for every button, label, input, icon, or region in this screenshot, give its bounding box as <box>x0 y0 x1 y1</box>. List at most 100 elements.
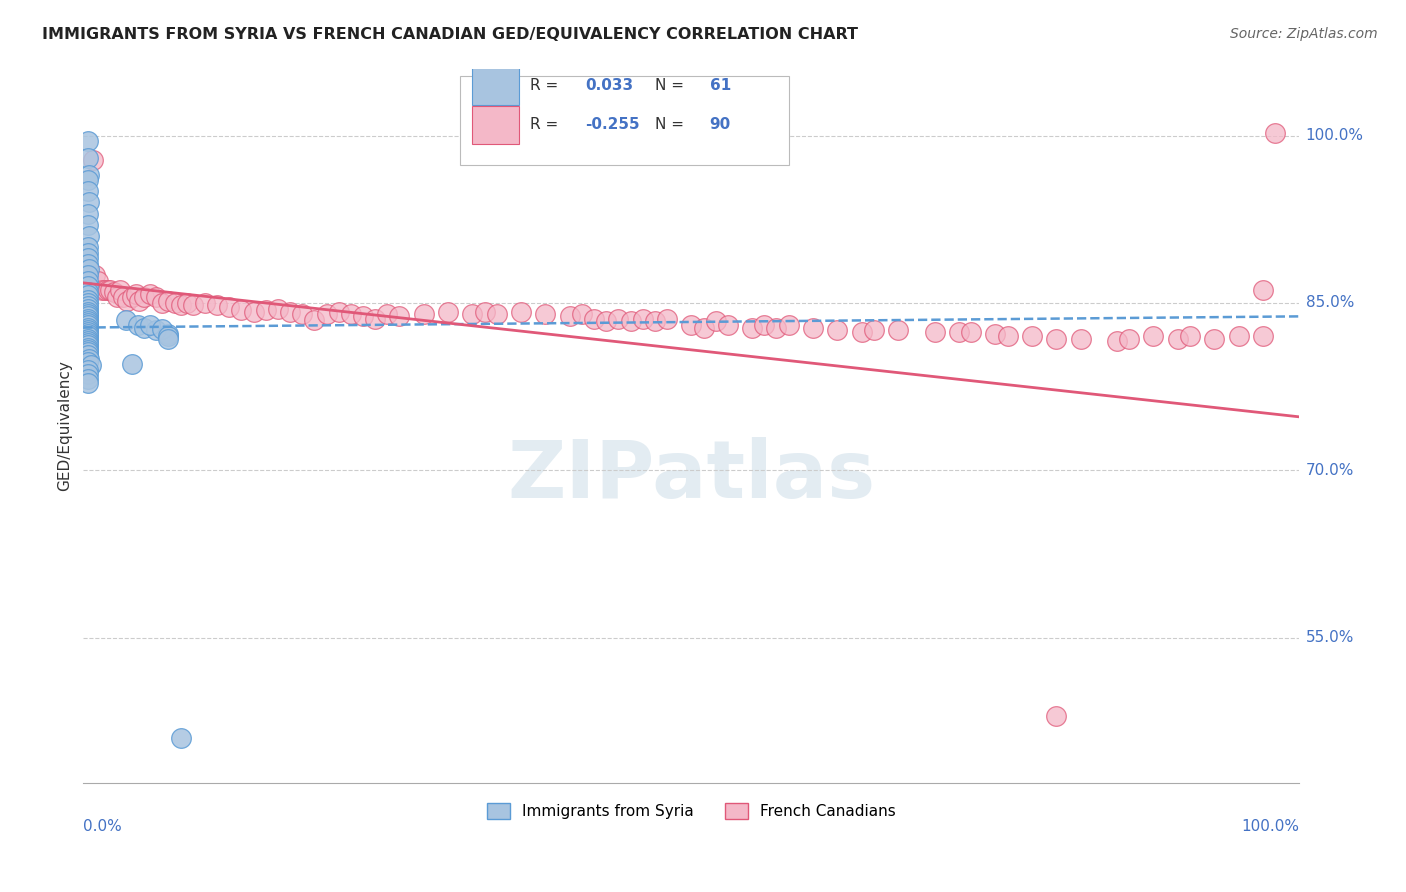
Point <box>1070 332 1092 346</box>
Text: R =: R = <box>530 78 558 93</box>
Text: 55.0%: 55.0% <box>1306 631 1354 646</box>
Point <box>128 293 150 308</box>
Point <box>851 325 873 339</box>
Point <box>97 283 120 297</box>
Point <box>77 151 100 165</box>
Point <box>77 307 100 321</box>
Point <box>103 285 125 299</box>
Point <box>778 318 800 333</box>
Point <box>112 290 135 304</box>
Point <box>997 329 1019 343</box>
Point <box>328 305 350 319</box>
Point <box>77 218 100 232</box>
Point <box>1045 709 1067 723</box>
Point <box>1178 329 1201 343</box>
Point <box>77 274 100 288</box>
Point <box>1227 329 1250 343</box>
Point <box>82 153 104 167</box>
Point <box>741 320 763 334</box>
Point <box>77 332 100 346</box>
FancyBboxPatch shape <box>472 105 519 145</box>
Point <box>231 302 253 317</box>
Point <box>571 307 593 321</box>
Point <box>115 293 138 308</box>
Point <box>77 318 100 333</box>
Point <box>583 311 606 326</box>
Point <box>77 279 100 293</box>
FancyBboxPatch shape <box>472 66 519 105</box>
FancyBboxPatch shape <box>460 76 789 165</box>
Text: 100.0%: 100.0% <box>1306 128 1364 143</box>
Point <box>145 290 167 304</box>
Point <box>510 305 533 319</box>
Legend: Immigrants from Syria, French Canadians: Immigrants from Syria, French Canadians <box>481 797 901 825</box>
Point <box>1021 329 1043 343</box>
Point <box>77 325 100 339</box>
Point <box>176 296 198 310</box>
Point <box>77 316 100 330</box>
Point <box>79 359 101 373</box>
Point <box>77 345 100 359</box>
Point <box>132 320 155 334</box>
Point <box>77 134 100 148</box>
Point <box>644 314 666 328</box>
Point <box>127 318 149 333</box>
Text: 90: 90 <box>710 118 731 133</box>
Point <box>77 348 100 362</box>
Point <box>145 323 167 337</box>
Point <box>77 327 100 342</box>
Point <box>681 318 703 333</box>
Point <box>77 296 100 310</box>
Point <box>352 310 374 324</box>
Point <box>79 168 101 182</box>
Point <box>77 376 100 391</box>
Point <box>79 262 101 277</box>
Text: 61: 61 <box>710 78 731 93</box>
Point <box>157 293 180 308</box>
Point <box>77 245 100 260</box>
Point <box>124 287 146 301</box>
Point <box>115 312 138 326</box>
Text: Source: ZipAtlas.com: Source: ZipAtlas.com <box>1230 27 1378 41</box>
Point <box>77 207 100 221</box>
Point <box>77 305 100 319</box>
Point <box>485 307 508 321</box>
Point <box>77 363 100 377</box>
Point <box>77 311 100 326</box>
Point <box>150 296 173 310</box>
Point <box>887 323 910 337</box>
Point <box>558 310 581 324</box>
Point <box>77 299 100 313</box>
Point <box>77 184 100 198</box>
Point <box>862 323 884 337</box>
Point <box>77 252 100 266</box>
Point <box>364 311 387 326</box>
Text: -0.255: -0.255 <box>585 118 640 133</box>
Point <box>278 305 301 319</box>
Point <box>77 323 100 337</box>
Point <box>704 314 727 328</box>
Point <box>77 338 100 352</box>
Point <box>754 318 776 333</box>
Point <box>267 301 290 316</box>
Point <box>619 314 641 328</box>
Point <box>437 305 460 319</box>
Point <box>84 268 107 282</box>
Point <box>163 296 186 310</box>
Text: 0.0%: 0.0% <box>83 819 122 834</box>
Point <box>90 283 112 297</box>
Point <box>79 279 101 293</box>
Point <box>194 296 217 310</box>
Point <box>77 341 100 355</box>
Text: IMMIGRANTS FROM SYRIA VS FRENCH CANADIAN GED/EQUIVALENCY CORRELATION CHART: IMMIGRANTS FROM SYRIA VS FRENCH CANADIAN… <box>42 27 858 42</box>
Point <box>412 307 434 321</box>
Text: N =: N = <box>655 118 683 133</box>
Point <box>79 229 101 244</box>
Point <box>607 311 630 326</box>
Point <box>827 323 849 337</box>
Point <box>1167 332 1189 346</box>
Point <box>169 298 191 312</box>
Point <box>1118 332 1140 346</box>
Text: 85.0%: 85.0% <box>1306 295 1354 310</box>
Point <box>655 311 678 326</box>
